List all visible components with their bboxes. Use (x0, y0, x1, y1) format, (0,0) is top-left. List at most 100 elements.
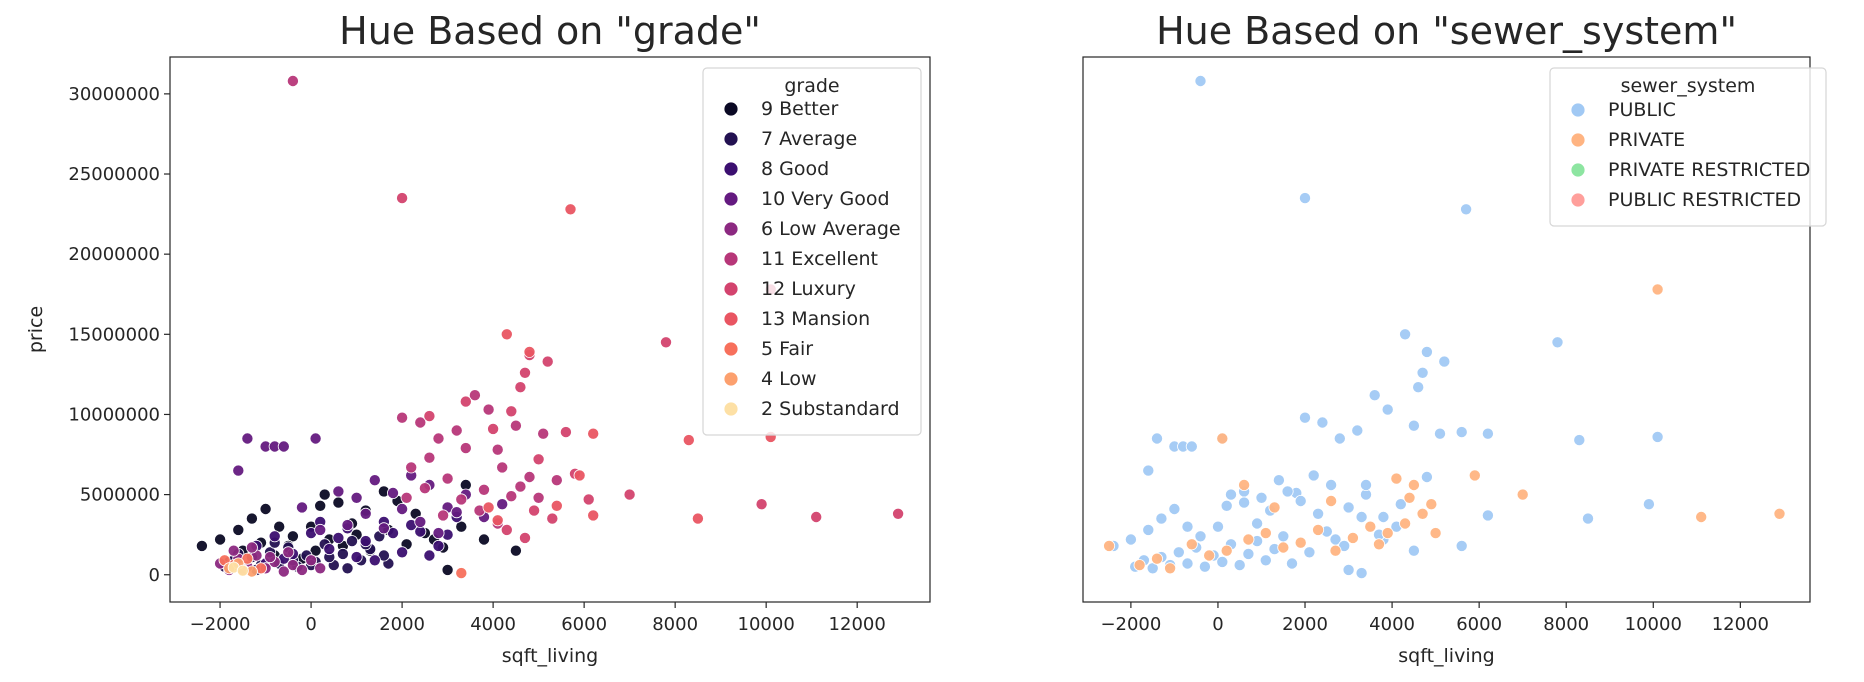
data-point (227, 544, 240, 557)
legend-entry-label: 4 Low (761, 368, 817, 390)
data-point (1425, 498, 1438, 511)
data-point (1364, 520, 1377, 533)
data-point (423, 451, 436, 464)
x-tick-label: 6000 (561, 614, 607, 635)
plot-frame (1082, 56, 1811, 603)
data-point (309, 432, 322, 445)
data-point (1238, 496, 1251, 509)
data-point (1277, 541, 1290, 554)
data-point (1142, 464, 1155, 477)
x-tick-label: −2000 (1100, 614, 1161, 635)
data-point (1255, 491, 1268, 504)
x-tick-label: 0 (1212, 614, 1223, 635)
data-point (573, 469, 586, 482)
data-point (1355, 510, 1368, 523)
data-point (423, 549, 436, 562)
legend-entry-label: 7 Average (761, 128, 857, 150)
data-point (332, 485, 345, 498)
data-point (368, 554, 381, 567)
data-point (1220, 544, 1233, 557)
legend-marker (723, 401, 739, 417)
data-point (1342, 563, 1355, 576)
data-point (1481, 509, 1494, 522)
data-point (682, 434, 695, 447)
data-point (268, 530, 281, 543)
data-point (509, 419, 522, 432)
data-point (1198, 560, 1211, 573)
legend-box (1549, 67, 1827, 227)
legend-entry-label: 13 Mansion (761, 308, 870, 330)
data-point (277, 565, 290, 578)
y-tick-label: 5000000 (80, 485, 160, 506)
legend-marker (1570, 162, 1586, 178)
data-point (332, 531, 345, 544)
data-point (1416, 366, 1429, 379)
data-point (1220, 499, 1233, 512)
data-point (273, 520, 286, 533)
chart-1: Hue Based on "grade" −2000 0 2000 4000 6000 80… (25, 9, 931, 667)
x-tick-label: 2000 (1282, 614, 1328, 635)
data-point (537, 427, 550, 440)
data-point (314, 523, 327, 536)
data-point (892, 507, 905, 520)
data-point (396, 411, 409, 424)
legend-marker (1570, 192, 1586, 208)
data-point (359, 507, 372, 520)
data-point (1516, 488, 1529, 501)
x-tick-label: 0 (305, 614, 316, 635)
data-point (1259, 554, 1272, 567)
data-point (241, 432, 254, 445)
x-tick-label: 4000 (1369, 614, 1415, 635)
legend-entry-label: 9 Better (761, 98, 838, 120)
legend-entry-label: PUBLIC RESTRICTED (1608, 189, 1801, 211)
legend-marker (723, 371, 739, 387)
data-point (295, 563, 308, 576)
data-point (441, 563, 454, 576)
data-point (1312, 523, 1325, 536)
data-point (459, 395, 472, 408)
data-point (519, 366, 532, 379)
data-point (1233, 559, 1246, 572)
data-point (323, 543, 336, 556)
data-point (1194, 530, 1207, 543)
data-point (1642, 498, 1655, 511)
data-point (1164, 562, 1177, 575)
data-point (505, 405, 518, 418)
data-point (1242, 533, 1255, 546)
legend-marker (723, 161, 739, 177)
data-point (1225, 488, 1238, 501)
data-point (1281, 485, 1294, 498)
legend-marker (723, 131, 739, 147)
y-tick-label: 30000000 (68, 84, 160, 105)
data-point (286, 75, 299, 88)
y-tick-label: 15000000 (68, 324, 160, 345)
x-tick-label: 12000 (1712, 614, 1769, 635)
data-point (1695, 510, 1708, 523)
data-point (264, 551, 277, 564)
data-point (1407, 544, 1420, 557)
data-point (519, 531, 532, 544)
data-point (1194, 75, 1207, 88)
legend-entry-label: PRIVATE (1608, 129, 1685, 151)
data-point (400, 491, 413, 504)
chart-2: Hue Based on "sewer_system" −2000 0 2000 400… (1082, 9, 1827, 667)
data-point (350, 491, 363, 504)
data-point (455, 520, 468, 533)
x-axis-label: sqft_living (1398, 645, 1494, 667)
data-point (1312, 507, 1325, 520)
data-point (1438, 355, 1451, 368)
data-point (1455, 539, 1468, 552)
data-point (423, 410, 436, 423)
data-point (314, 499, 327, 512)
data-point (1329, 544, 1342, 557)
chart-title: Hue Based on "sewer_system" (1156, 9, 1737, 53)
legend-entry-label: 11 Excellent (761, 248, 878, 270)
data-point (232, 464, 245, 477)
legend-marker (1570, 132, 1586, 148)
data-point (1434, 427, 1447, 440)
data-point (1416, 507, 1429, 520)
data-point (1216, 555, 1229, 568)
data-point (1582, 512, 1595, 525)
data-point (1168, 502, 1181, 515)
